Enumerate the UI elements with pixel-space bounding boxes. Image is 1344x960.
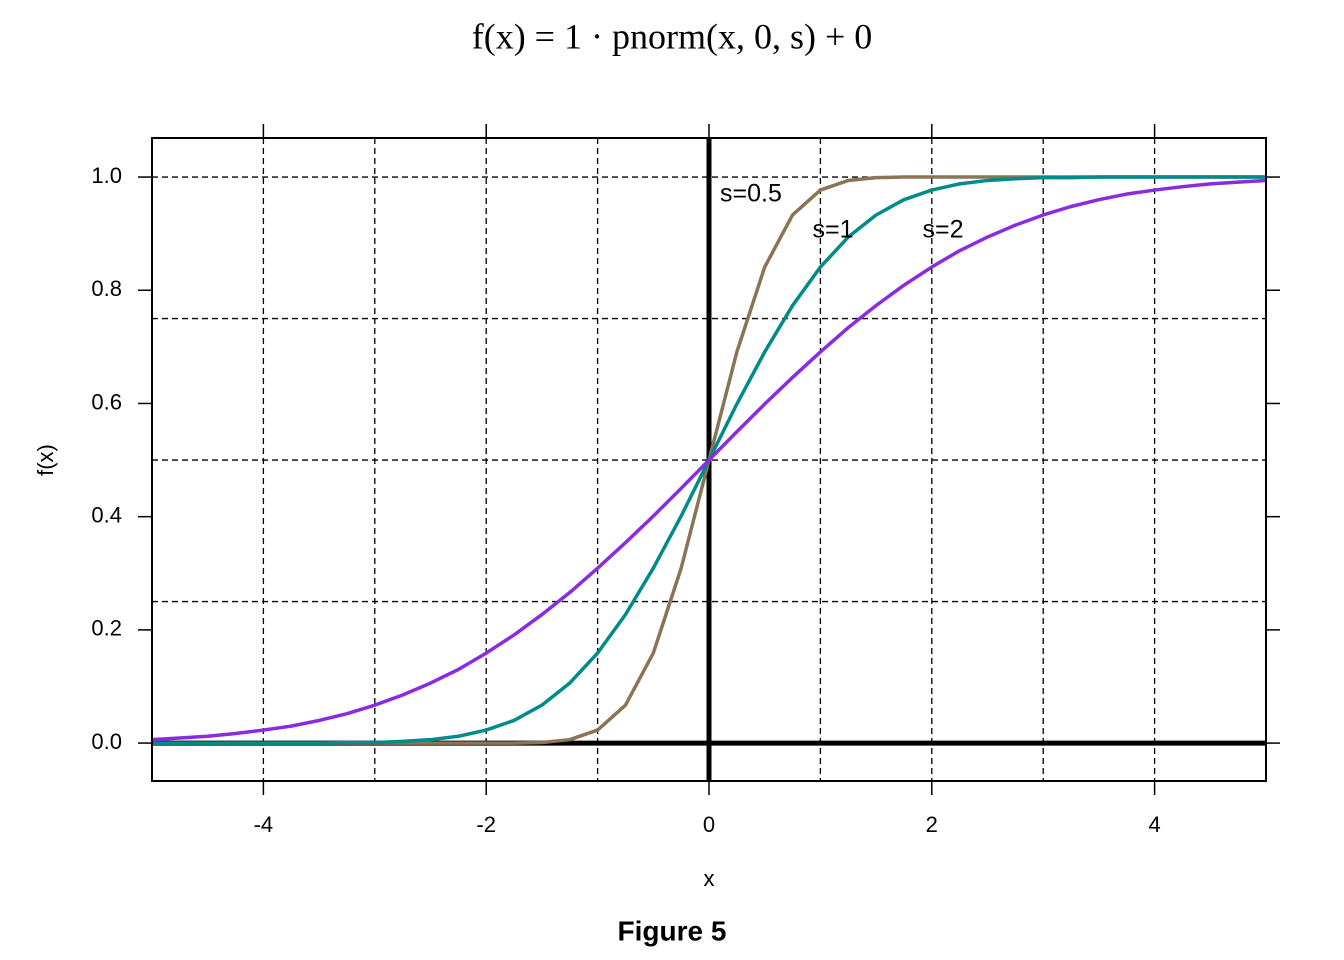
x-tick-label: 2 xyxy=(926,812,938,837)
y-tick-label: 0.6 xyxy=(91,389,122,414)
caption: Figure 5 xyxy=(618,915,727,946)
x-tick-label: 4 xyxy=(1148,812,1160,837)
x-tick-label: 0 xyxy=(703,812,715,837)
x-axis-label: x xyxy=(704,866,715,891)
y-tick-label: 0.2 xyxy=(91,616,122,641)
series-label: s=1 xyxy=(812,216,853,244)
series-label: s=2 xyxy=(922,216,963,244)
y-tick-label: 1.0 xyxy=(91,163,122,188)
y-axis-label: f(x) xyxy=(33,444,58,476)
x-tick-label: -2 xyxy=(476,812,496,837)
y-tick-label: 0.4 xyxy=(91,502,122,527)
x-tick-label: -4 xyxy=(254,812,274,837)
plot-frame xyxy=(151,137,1267,782)
chart-title: f(x) = 1 · pnorm(x, 0, s) + 0 xyxy=(472,16,873,56)
series-line xyxy=(151,178,1267,742)
y-tick-label: 0.8 xyxy=(91,276,122,301)
y-tick-label: 0.0 xyxy=(91,729,122,754)
series-label: s=0.5 xyxy=(720,180,782,208)
